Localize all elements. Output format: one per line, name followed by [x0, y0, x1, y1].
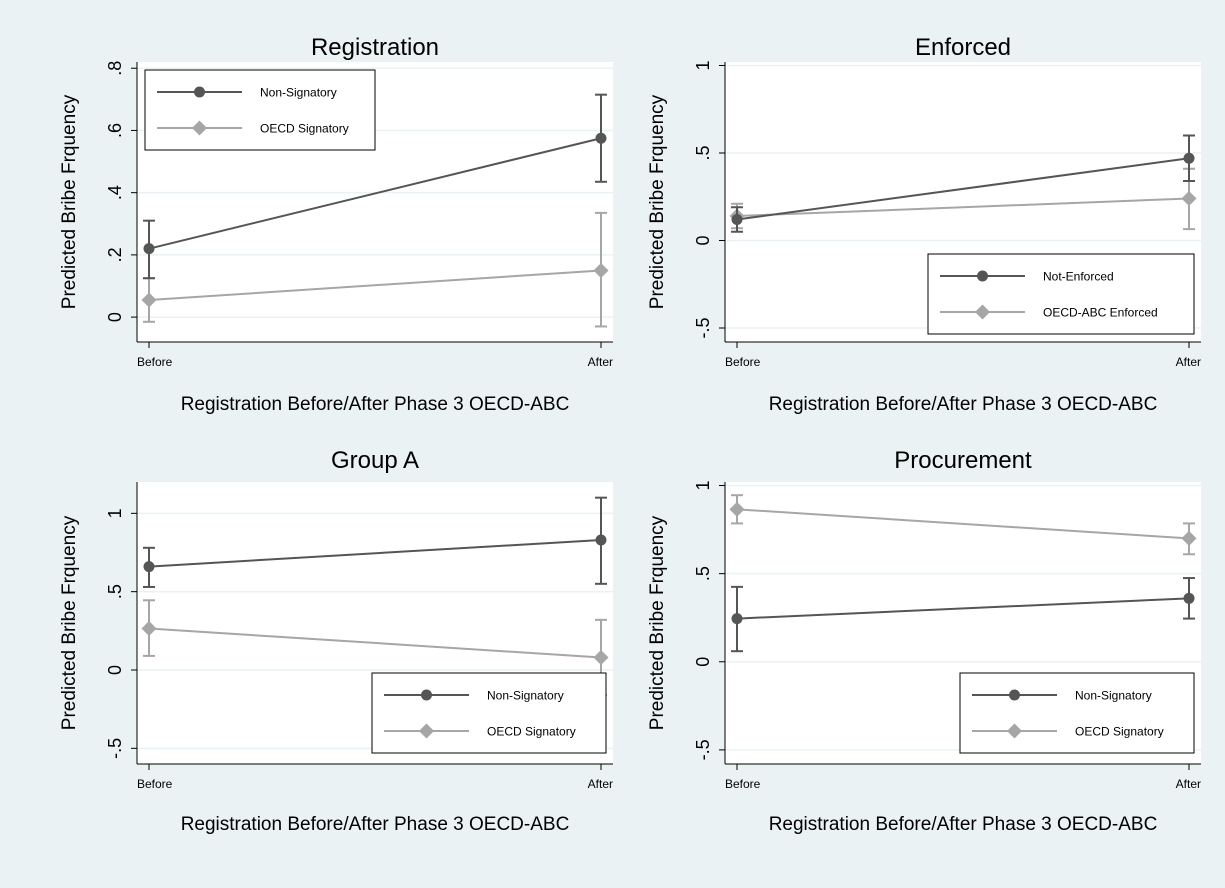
x-axis-label: Registration Before/After Phase 3 OECD-A… — [769, 814, 1158, 835]
y-tick-label: .8 — [105, 61, 125, 76]
series-line — [148, 269, 602, 301]
y-tick-label: 0 — [693, 235, 713, 245]
y-tick-label: .5 — [693, 145, 713, 160]
x-tick-label: Before — [725, 355, 761, 369]
data-point — [729, 501, 745, 517]
series-1 — [731, 577, 1195, 653]
series-line — [148, 627, 602, 659]
y-tick-label: .5 — [105, 584, 125, 599]
series-1 — [143, 496, 607, 588]
legend-marker — [419, 723, 434, 739]
y-tick-label: .6 — [105, 123, 125, 138]
legend-marker — [977, 270, 988, 282]
data-point — [141, 292, 157, 308]
legend-box — [959, 672, 1195, 754]
y-axis-label: Predicted Bribe Frquency — [59, 515, 80, 730]
panel-1: 0 .2 .4 .6 .8 Before After Registration Registra… — [59, 34, 613, 415]
chart-title: Registration — [311, 34, 439, 61]
legend-marker — [192, 120, 207, 136]
legend: Non-Signatory OECD Signatory — [371, 672, 607, 754]
data-point — [593, 649, 609, 665]
chart-title: Group A — [331, 447, 419, 474]
series-line — [736, 197, 1190, 217]
y-tick-label: -.5 — [105, 738, 125, 759]
data-point — [141, 620, 157, 636]
series-line — [736, 508, 1190, 540]
legend-label: Non-Signatory — [260, 86, 337, 100]
data-point — [593, 262, 609, 278]
data-point — [1181, 530, 1197, 546]
legend-label: OECD-ABC Enforced — [1043, 306, 1158, 320]
legend-marker — [1007, 723, 1022, 739]
legend-label: OECD Signatory — [1075, 725, 1164, 739]
x-tick-label: Before — [725, 777, 761, 791]
y-tick-label: 0 — [693, 657, 713, 667]
y-tick-label: 1 — [105, 508, 125, 518]
panel-3: -.5 0 .5 1 Before After Group A Registration Be… — [59, 447, 613, 835]
data-point — [1183, 152, 1195, 164]
data-point — [595, 132, 607, 144]
x-tick-label: After — [1176, 777, 1201, 791]
y-tick-label: 0 — [105, 312, 125, 322]
legend-label: OECD Signatory — [260, 122, 349, 136]
x-axis-label: Registration Before/After Phase 3 OECD-A… — [181, 814, 570, 835]
series-1 — [731, 134, 1195, 233]
y-tick-label: .4 — [105, 185, 125, 200]
x-tick-label: After — [588, 777, 613, 791]
y-axis-label: Predicted Bribe Frquency — [59, 94, 80, 309]
legend: Non-Signatory OECD Signatory — [144, 69, 376, 151]
legend-label: Not-Enforced — [1043, 270, 1114, 284]
data-point — [143, 561, 155, 573]
legend-marker — [194, 86, 205, 98]
legend-label: Non-Signatory — [487, 689, 564, 703]
legend-box — [144, 69, 376, 151]
series-2 — [729, 494, 1197, 556]
legend-label: Non-Signatory — [1075, 689, 1152, 703]
x-tick-label: After — [1176, 355, 1201, 369]
data-point — [731, 613, 743, 625]
series-line — [736, 597, 1190, 620]
y-tick-label: 1 — [693, 481, 713, 491]
x-tick-label: After — [588, 355, 613, 369]
chart-title: Procurement — [894, 447, 1032, 474]
legend-marker — [1009, 689, 1020, 701]
legend-marker — [421, 689, 432, 701]
series-line — [736, 157, 1190, 221]
data-point — [143, 243, 155, 255]
chart-title: Enforced — [915, 34, 1011, 61]
y-axis-label: Predicted Bribe Frquency — [647, 94, 668, 309]
series-line — [148, 137, 602, 250]
series-1 — [143, 93, 607, 280]
series-line — [148, 538, 602, 568]
y-tick-label: -.5 — [693, 739, 713, 760]
legend-box — [371, 672, 607, 754]
data-point — [1183, 592, 1195, 604]
x-axis-label: Registration Before/After Phase 3 OECD-A… — [181, 394, 570, 415]
x-tick-label: Before — [137, 777, 173, 791]
y-tick-label: 0 — [105, 665, 125, 675]
panel-4: -.5 0 .5 1 Before After Procurement Registratio… — [647, 447, 1201, 835]
y-axis-label: Predicted Bribe Frquency — [647, 515, 668, 730]
y-tick-label: .5 — [693, 566, 713, 581]
y-tick-label: .2 — [105, 247, 125, 262]
y-tick-label: 1 — [693, 60, 713, 70]
legend-label: OECD Signatory — [487, 725, 576, 739]
legend-box — [927, 253, 1195, 335]
panel-2: -.5 0 .5 1 Before After Enforced Registration B… — [647, 34, 1201, 415]
data-point — [1181, 191, 1197, 206]
data-point — [595, 534, 607, 546]
x-axis-label: Registration Before/After Phase 3 OECD-A… — [769, 394, 1158, 415]
legend-marker — [975, 304, 990, 320]
legend: Non-Signatory OECD Signatory — [959, 672, 1195, 754]
legend: Not-Enforced OECD-ABC Enforced — [927, 253, 1195, 335]
x-tick-label: Before — [137, 355, 173, 369]
data-point — [731, 214, 743, 225]
y-tick-label: -.5 — [693, 317, 713, 338]
